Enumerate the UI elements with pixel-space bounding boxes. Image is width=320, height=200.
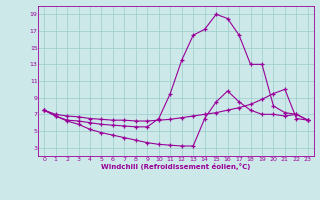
- X-axis label: Windchill (Refroidissement éolien,°C): Windchill (Refroidissement éolien,°C): [101, 163, 251, 170]
